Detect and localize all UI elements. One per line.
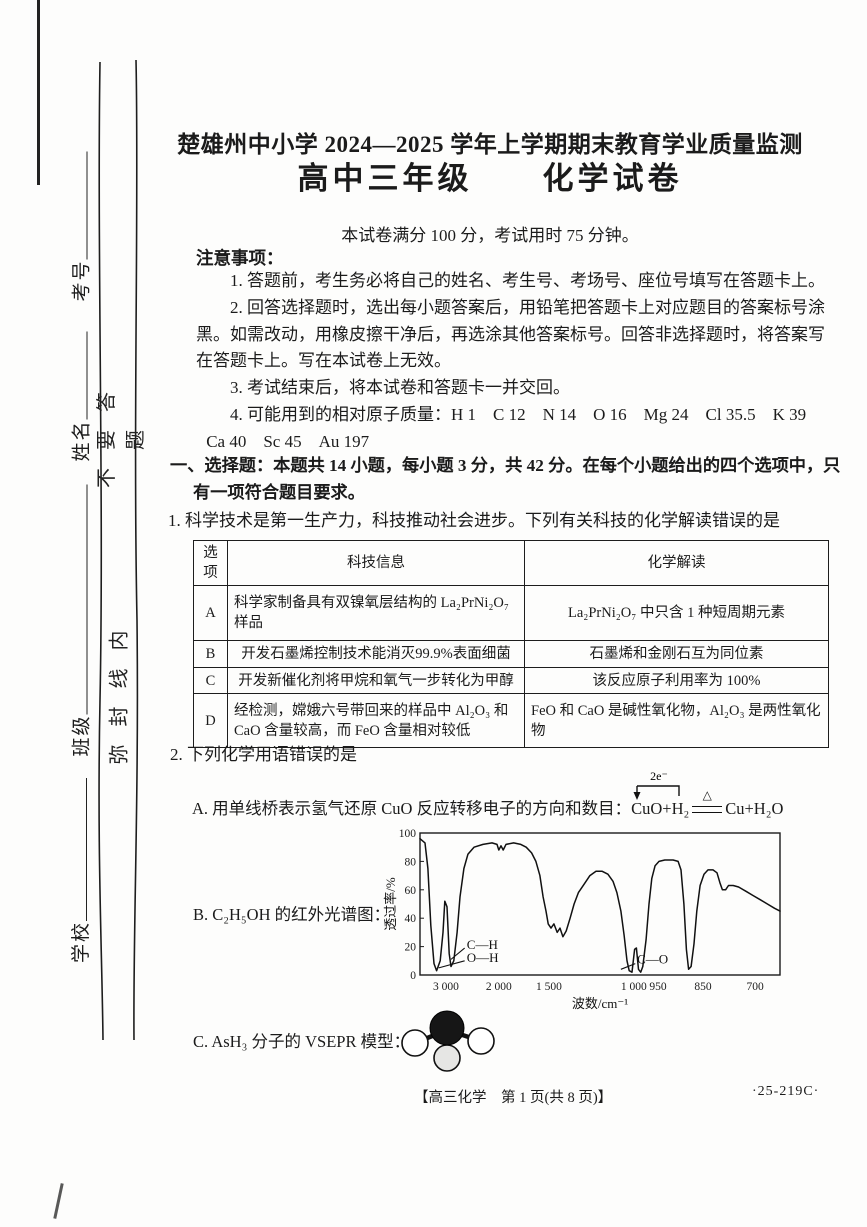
as-atom-center: [429, 1010, 465, 1046]
svg-text:波数/cm⁻¹: 波数/cm⁻¹: [572, 996, 628, 1011]
table-row: A 科学家制备具有双镍氧层结构的 La₂PrNi₂O₇ 样品 La₂PrNi₂O…: [193, 585, 829, 641]
svg-text:100: 100: [399, 828, 417, 840]
svg-text:80: 80: [405, 856, 417, 868]
seal-text-upper: 不要答题: [96, 374, 147, 488]
row-b-option: B: [193, 640, 228, 668]
name-blank-line: [72, 331, 88, 420]
row-a-option: A: [193, 585, 228, 641]
svg-text:60: 60: [405, 885, 417, 897]
row-d-option: D: [193, 693, 228, 748]
notice-item-4-continuation: Ca 40 Sc 45 Au 197: [206, 431, 370, 451]
table-header-row: 选项 科技信息 化学解读: [193, 540, 829, 586]
option-a-equation: 2e⁻ CuO+H₂ △ Cu+H₂O: [631, 769, 784, 819]
paper-subtitle: 高中三年级 化学试卷: [297, 161, 683, 196]
equation-rhs: Cu+H₂O: [725, 799, 784, 818]
class-blank-line: [72, 484, 88, 715]
sidebar-field-class: 班级: [67, 480, 93, 757]
school-label: 学校: [71, 920, 92, 963]
h-atom-front: [433, 1044, 461, 1072]
svg-text:1 000: 1 000: [621, 981, 647, 993]
row-a-interpretation: La₂PrNi₂O₇ 中只含 1 种短周期元素: [524, 585, 829, 641]
section-1-heading: 一、选择题：本题共 14 小题，每小题 3 分，共 42 分。在每个小题给出的四…: [170, 456, 841, 502]
svg-text:O—H: O—H: [467, 950, 499, 965]
class-label: 班级: [71, 714, 93, 757]
header-chem-interpretation: 化学解读: [524, 540, 829, 586]
header-option: 选项: [193, 540, 228, 586]
delta-symbol: △: [702, 788, 712, 802]
bridge-electron-label: 2e⁻: [650, 769, 668, 783]
table-row: B 开发石墨烯控制技术能消灭99.9%表面细菌 石墨烯和金刚石互为同位素: [193, 640, 829, 668]
question-2-text: 2. 下列化学用语错误的是: [170, 745, 357, 764]
notice-list: 1. 答题前，考生务必将自己的姓名、考生号、考场号、座位号填写在答题卡上。 2.…: [196, 268, 826, 456]
h-atom-left: [401, 1029, 429, 1057]
ir-spectrum-chart: 0 20 40 60 80 100 3 000 2 000 1 500 1 000 950 850 70…: [383, 828, 781, 1011]
svg-text:C—O: C—O: [637, 951, 668, 966]
question-1-table: 选项 科技信息 化学解读 A 科学家制备具有双镍氧层结构的 La₂PrNi₂O₇…: [193, 540, 829, 748]
svg-text:20: 20: [405, 942, 417, 954]
exam-number-blank-line: [72, 151, 88, 260]
question-2-option-c: C. AsH₃ 分子的 VSEPR 模型：: [193, 1032, 411, 1051]
h-atom-right: [467, 1027, 495, 1055]
notice-item-4: 4. 可能用到的相对原子质量：H 1 C 12 N 14 O 16 Mg 24 …: [230, 404, 807, 424]
paper-title: 楚雄州中小学 2024—2025 学年上学期期末教育学业质量监测: [177, 132, 803, 157]
scan-edge-mark: [37, 0, 40, 185]
question-2-option-a: A. 用单线桥表示氢气还原 CuO 反应转移电子的方向和数目： 2e⁻ CuO+…: [192, 769, 852, 819]
school-blank-line: [72, 777, 87, 921]
svg-text:C—H: C—H: [467, 937, 498, 952]
svg-text:0: 0: [410, 970, 416, 982]
svg-text:透过率/%: 透过率/%: [383, 877, 398, 931]
notice-item-2: 2. 回答选择题时，选出每小题答案后，用铅笔把答题卡上对应题目的答案标号涂黑。如…: [196, 297, 825, 371]
exam-number-label: 考号: [71, 259, 93, 302]
svg-text:950: 950: [649, 981, 667, 993]
double-line: [692, 806, 723, 813]
row-b-interpretation: 石墨烯和金刚石互为同位素: [524, 640, 829, 668]
sidebar-field-name: 姓名: [67, 327, 93, 462]
notice-item-3: 3. 考试结束后，将本试卷和答题卡一并交回。: [230, 378, 570, 398]
footer-paper-code: ·25-219C·: [752, 1084, 820, 1099]
row-c-info: 开发新催化剂将甲烷和氧气一步转化为甲醇: [227, 667, 525, 694]
electron-bridge-arrow: 2e⁻: [633, 769, 680, 800]
svg-text:1 500: 1 500: [536, 981, 562, 993]
svg-text:700: 700: [747, 981, 765, 993]
header-tech-info: 科技信息: [227, 540, 525, 586]
row-d-info: 经检测，嫦娥六号带回来的样品中 Al₂O₃ 和 CaO 含量较高，而 FeO 含…: [227, 693, 525, 748]
table-row: D 经检测，嫦娥六号带回来的样品中 Al₂O₃ 和 CaO 含量较高，而 FeO…: [193, 693, 829, 748]
equation-lhs: CuO+H₂: [631, 799, 690, 818]
svg-text:850: 850: [694, 981, 712, 993]
svg-text:3 000: 3 000: [433, 981, 459, 993]
row-c-option: C: [193, 667, 228, 694]
row-b-info: 开发石墨烯控制技术能消灭99.9%表面细菌: [227, 640, 525, 668]
sidebar-field-school: 学校: [66, 773, 92, 963]
svg-text:40: 40: [405, 913, 417, 925]
question-2-option-b: B. C₂H₅OH 的红外光谱图：: [193, 905, 391, 924]
exam-info-line: 本试卷满分 100 分，考试用时 75 分钟。: [341, 226, 639, 245]
svg-text:2 000: 2 000: [486, 981, 512, 993]
notice-item-1: 1. 答题前，考生务必将自己的姓名、考生号、考场号、座位号填写在答题卡上。: [230, 271, 825, 290]
equation-condition-sign: △: [692, 788, 723, 816]
vsepr-model-figure: [401, 1010, 495, 1072]
seal-text-lower: 弥封线内: [108, 612, 131, 765]
sidebar-field-exam-number: 考号: [67, 147, 93, 302]
table-row: C 开发新催化剂将甲烷和氧气一步转化为甲醇 该反应原子利用率为 100%: [193, 667, 829, 694]
notice-heading: 注意事项：: [196, 248, 284, 268]
footer-page-info: 【高三化学 第 1 页(共 8 页)】: [414, 1090, 613, 1106]
row-c-interpretation: 该反应原子利用率为 100%: [524, 667, 829, 694]
row-a-info: 科学家制备具有双镍氧层结构的 La₂PrNi₂O₇ 样品: [227, 585, 525, 641]
row-d-interpretation: FeO 和 CaO 是碱性氧化物，Al₂O₃ 是两性氧化物: [524, 693, 829, 748]
question-1-text: 1. 科学技术是第一生产力，科技推动社会进步。下列有关科技的化学解读错误的是: [168, 511, 780, 530]
option-a-prefix: A. 用单线桥表示氢气还原 CuO 反应转移电子的方向和数目：: [192, 799, 632, 818]
